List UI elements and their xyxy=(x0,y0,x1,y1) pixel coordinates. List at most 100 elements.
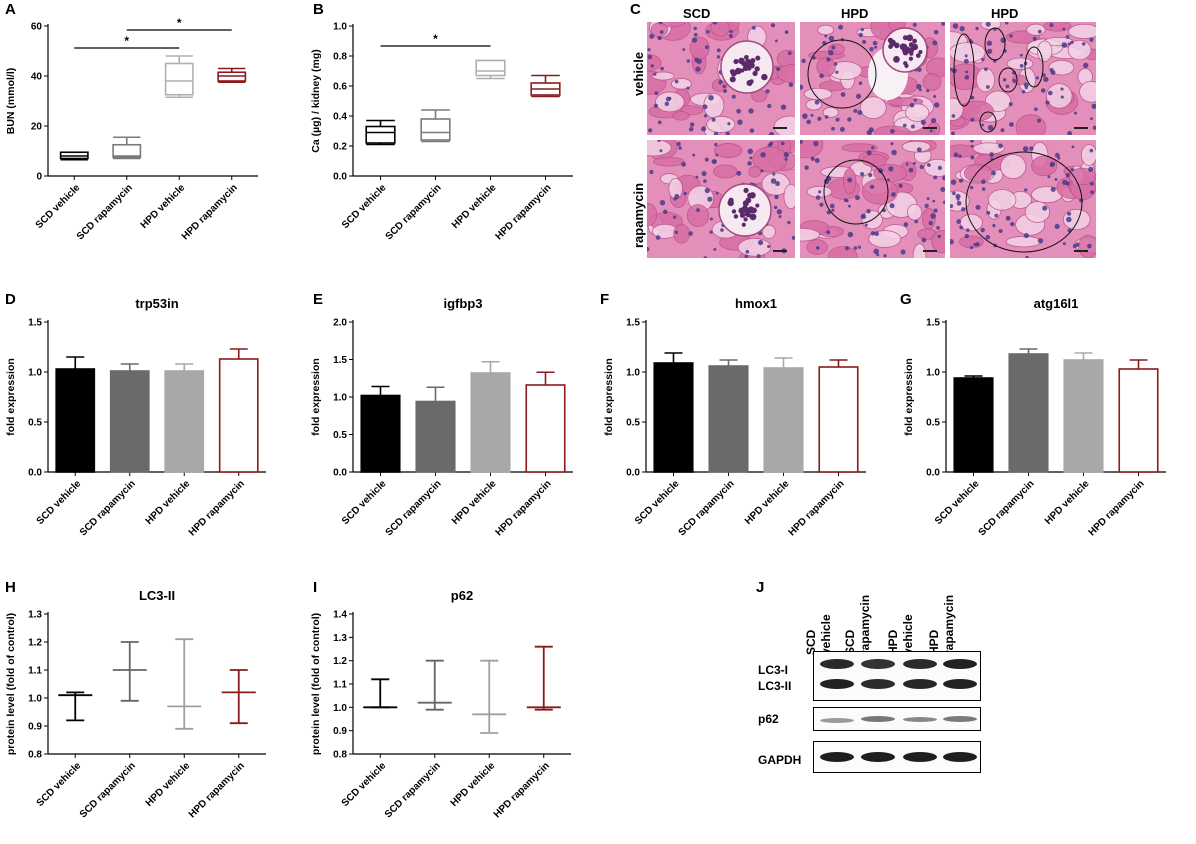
x-tick-label: SCD rapamycin xyxy=(384,478,444,538)
cell-nucleus xyxy=(905,162,909,166)
y-tick-label: 1.0 xyxy=(626,368,640,379)
glomerulus-cell xyxy=(889,39,896,47)
y-tick-label: 2.0 xyxy=(333,318,347,329)
cell-nucleus xyxy=(702,104,708,110)
tubule xyxy=(686,204,710,227)
cell-nucleus xyxy=(984,67,988,72)
cell-nucleus xyxy=(831,208,835,212)
cell-nucleus xyxy=(920,119,926,125)
annotation-circle xyxy=(979,111,997,133)
cell-nucleus xyxy=(659,149,663,153)
histology-image-hpd-vehicle-1 xyxy=(800,22,945,135)
cell-nucleus xyxy=(715,153,719,157)
glomerulus-cell xyxy=(738,57,745,65)
tubule xyxy=(647,140,672,157)
blot-lc3 xyxy=(813,651,981,701)
tubule xyxy=(987,189,1017,211)
cell-nucleus xyxy=(914,219,919,224)
cell-nucleus xyxy=(876,253,880,257)
box-body xyxy=(112,143,142,159)
cell-nucleus xyxy=(720,228,724,232)
cell-nucleus xyxy=(1045,100,1050,105)
y-tick-label: 1.5 xyxy=(28,318,42,329)
cell-nucleus xyxy=(788,82,794,88)
cell-nucleus xyxy=(818,190,822,194)
cell-nucleus xyxy=(1089,148,1094,153)
cell-nucleus xyxy=(956,197,960,201)
tubule xyxy=(773,115,795,135)
cell-nucleus xyxy=(1002,77,1007,82)
cell-nucleus xyxy=(686,86,690,90)
tubule xyxy=(950,190,970,212)
cell-nucleus xyxy=(725,131,730,135)
cell-nucleus xyxy=(986,85,990,89)
glomerulus-cell xyxy=(738,207,745,214)
annotation-circle xyxy=(984,27,1006,61)
y-tick-label: 1.0 xyxy=(333,393,347,404)
cell-nucleus xyxy=(887,178,890,182)
y-tick-label: 0.5 xyxy=(28,418,42,429)
y-tick-label: 1.1 xyxy=(28,666,42,677)
blot-band xyxy=(861,659,895,669)
tubule xyxy=(1037,40,1053,62)
cell-nucleus xyxy=(1054,177,1058,181)
cell-nucleus xyxy=(891,192,896,197)
cell-nucleus xyxy=(1021,90,1026,94)
glomerulus-cell xyxy=(755,55,761,61)
cell-nucleus xyxy=(770,23,776,28)
y-tick-label: 0.5 xyxy=(333,430,347,441)
glomerulus-cell xyxy=(747,192,753,199)
cell-nucleus xyxy=(722,84,726,89)
x-tick-label: HPD rapamycin xyxy=(494,182,554,242)
y-axis-label: BUN (mmol/l) xyxy=(5,68,17,135)
chart-g-atg16l1-bar: atg16l1 0.0 0.5 1.0 1.5 SCD vehicle SCD rapamy… xyxy=(898,288,1196,573)
cell-nucleus xyxy=(704,187,710,194)
cell-nucleus xyxy=(958,178,964,183)
cell-nucleus xyxy=(1040,88,1046,93)
glomerulus-cell xyxy=(749,213,757,221)
y-tick-label: 1.0 xyxy=(28,368,42,379)
cell-nucleus xyxy=(757,239,764,246)
cell-nucleus xyxy=(689,122,695,127)
cell-nucleus xyxy=(800,84,804,90)
cell-nucleus xyxy=(1067,42,1071,46)
x-tick-label: SCD vehicle xyxy=(633,478,682,527)
blot-band xyxy=(903,679,937,689)
cell-nucleus xyxy=(657,36,661,40)
cell-nucleus xyxy=(955,193,961,199)
scale-bar xyxy=(923,127,937,129)
cell-nucleus xyxy=(902,123,907,128)
cell-nucleus xyxy=(980,227,985,233)
blot-band xyxy=(820,679,854,689)
cell-nucleus xyxy=(835,70,839,74)
cell-nucleus xyxy=(1009,34,1013,38)
annotation-circle xyxy=(965,151,1083,253)
cell-nucleus xyxy=(862,39,867,45)
cell-nucleus xyxy=(714,142,718,147)
x-tick-label: HPD vehicle xyxy=(139,182,188,231)
cell-nucleus xyxy=(970,144,974,148)
significance-star: * xyxy=(433,32,438,46)
y-tick-label: 1.3 xyxy=(333,633,347,644)
cell-nucleus xyxy=(970,185,974,190)
glomerulus-cell xyxy=(744,210,751,217)
tubule xyxy=(647,203,658,227)
panel-letter-f: F xyxy=(600,291,610,308)
blot-band xyxy=(861,679,895,689)
cell-nucleus xyxy=(986,40,993,46)
cell-nucleus xyxy=(1062,242,1066,246)
blot-p62 xyxy=(813,707,981,731)
tubule xyxy=(653,156,685,167)
cell-nucleus xyxy=(858,32,863,38)
cell-nucleus xyxy=(950,204,954,209)
tubule xyxy=(905,103,930,122)
y-tick-label: 0.5 xyxy=(926,418,940,429)
chart-title: trp53in xyxy=(135,296,178,311)
cell-nucleus xyxy=(713,131,719,135)
cell-nucleus xyxy=(653,72,657,76)
tubule xyxy=(958,100,994,122)
cell-nucleus xyxy=(985,22,991,27)
cell-nucleus xyxy=(783,152,789,158)
cell-nucleus xyxy=(657,120,662,125)
tubule xyxy=(1067,39,1092,61)
